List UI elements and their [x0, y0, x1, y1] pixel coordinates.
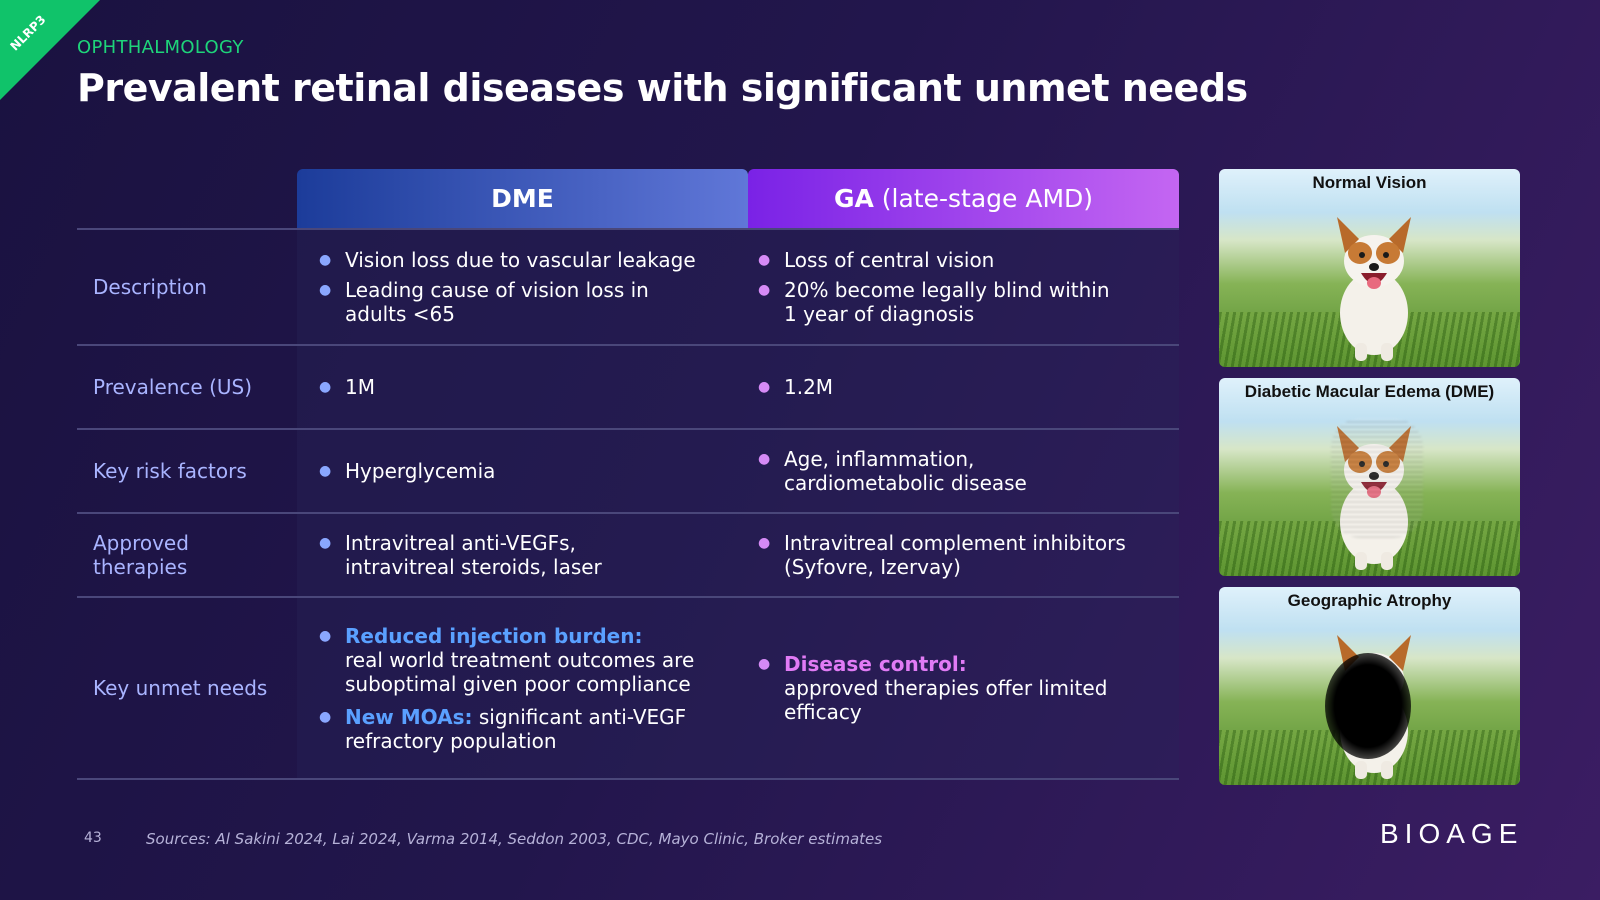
image-caption: Normal Vision [1312, 173, 1427, 192]
item-text: Vision loss due to vascular leakage [345, 248, 696, 272]
bullet-icon: ● [319, 708, 332, 725]
bullet-icon: ● [319, 535, 332, 551]
bullet-icon: ● [758, 282, 771, 298]
image-caption: Geographic Atrophy [1287, 591, 1452, 610]
cell-dme: ● Vision loss due to vascular leakage ● Le… [297, 230, 748, 344]
item-text: 20% become legally blind within 1 year o… [784, 278, 1110, 326]
header-spacer [77, 169, 297, 228]
item-text: Hyperglycemia [345, 459, 496, 483]
bullet-icon: ● [319, 252, 332, 268]
item-text: Loss of central vision [784, 248, 995, 272]
image-normal-vision: Normal Vision [1219, 169, 1520, 367]
list-item: ● Leading cause of vision loss in adults … [319, 278, 748, 326]
bullet-icon: ● [758, 535, 771, 551]
comparison-table: DME GA (late-stage AMD) Description ● Vis… [77, 169, 1179, 780]
central-dark-spot [1325, 653, 1411, 759]
header-ga-bold: GA [833, 184, 874, 213]
header-ga-rest: (late-stage AMD) [873, 184, 1094, 213]
cell-ga: ● Age, inflammation, cardiometabolic dise… [748, 430, 1179, 512]
bullet-icon: ● [758, 656, 771, 672]
highlight-text: Disease control: [784, 652, 967, 676]
cell-ga: ● Loss of central vision ● 20% become lega… [748, 230, 1179, 344]
corner-ribbon [0, 0, 100, 100]
cell-dme: ● Hyperglycemia [297, 430, 748, 512]
item-text: Intravitreal anti-VEGFs, intravitreal st… [345, 531, 602, 579]
cell-dme: ● 1M [297, 346, 748, 428]
bullet-icon: ● [758, 252, 771, 268]
bullet-icon: ● [758, 451, 771, 467]
row-label: Description [93, 275, 207, 299]
list-item: ● Vision loss due to vascular leakage [319, 248, 748, 272]
list-item: ● Intravitreal complement inhibitors (Syf… [758, 531, 1179, 579]
list-item: ● Reduced injection burden: real world t… [319, 624, 748, 696]
header-ga: GA (late-stage AMD) [748, 169, 1179, 228]
image-geographic-atrophy: Geographic Atrophy [1219, 587, 1520, 785]
page-title: Prevalent retinal diseases with signific… [77, 66, 1248, 110]
list-item: ● Intravitreal anti-VEGFs, intravitreal s… [319, 531, 748, 579]
cell-ga: ● 1.2M [748, 346, 1179, 428]
table-row-description: Description ● Vision loss due to vascular… [77, 230, 1179, 346]
distortion-overlay [1331, 418, 1423, 538]
list-item: ● 1M [319, 375, 748, 399]
cell-ga: ● Disease control: approved therapies of… [748, 598, 1179, 778]
bullet-icon: ● [758, 379, 771, 395]
highlight-text: New MOAs: [345, 704, 473, 729]
row-label: Approved therapies [93, 531, 189, 579]
list-item: ● New MOAs: significant anti-VEGF refrac… [319, 705, 748, 753]
header-dme: DME [297, 169, 748, 228]
detail-text: approved therapies offer limited efficac… [784, 676, 1108, 724]
table-row-approved-therapies: Approved therapies ● Intravitreal anti-VE… [77, 514, 1179, 598]
row-label: Key unmet needs [93, 676, 268, 700]
bullet-icon: ● [319, 282, 332, 298]
item-text: Age, inflammation, cardiometabolic disea… [784, 447, 1027, 495]
item-text: Disease control: approved therapies offe… [784, 652, 1124, 724]
table-row-prevalence: Prevalence (US) ● 1M ● 1.2M [77, 346, 1179, 430]
item-text: 1M [345, 375, 375, 399]
vision-image-column: Normal Vision Diabetic Macular Edema (DM… [1219, 169, 1520, 796]
detail-text: significant anti-VEGF refractory populat… [345, 704, 687, 753]
cell-ga: ● Intravitreal complement inhibitors (Syf… [748, 514, 1179, 596]
item-text: Reduced injection burden: real world tre… [345, 624, 715, 696]
sources-note: Sources: Al Sakini 2024, Lai 2024, Varma… [146, 830, 883, 848]
item-text: New MOAs: significant anti-VEGF refracto… [345, 705, 705, 753]
item-text: 1.2M [784, 375, 834, 399]
dog-illustration [1337, 217, 1411, 361]
table-row-risk-factors: Key risk factors ● Hyperglycemia ● Age, in… [77, 430, 1179, 514]
bioage-logo: BIOAGE [1380, 818, 1524, 849]
list-item: ● Hyperglycemia [319, 459, 748, 483]
row-label: Prevalence (US) [93, 375, 253, 399]
list-item: ● Loss of central vision [758, 248, 1179, 272]
list-item: ● 20% become legally blind within 1 year … [758, 278, 1179, 326]
cell-dme: ● Reduced injection burden: real world t… [297, 598, 748, 778]
cell-dme: ● Intravitreal anti-VEGFs, intravitreal s… [297, 514, 748, 596]
detail-text: real world treatment outcomes are subopt… [345, 647, 695, 696]
table-row-unmet-needs: Key unmet needs ● Reduced injection burd… [77, 598, 1179, 780]
bullet-icon: ● [319, 627, 332, 644]
highlight-text: Reduced injection burden: [345, 623, 643, 648]
dog-illustration [1337, 426, 1411, 570]
page-number: 43 [84, 830, 102, 846]
table-header: DME GA (late-stage AMD) [77, 169, 1179, 230]
image-dme: Diabetic Macular Edema (DME) [1219, 378, 1520, 576]
item-text: Intravitreal complement inhibitors (Syfo… [784, 531, 1126, 579]
list-item: ● 1.2M [758, 375, 1179, 399]
row-label: Key risk factors [93, 459, 247, 483]
list-item: ● Disease control: approved therapies of… [758, 652, 1179, 724]
section-eyebrow: OPHTHALMOLOGY [77, 37, 244, 58]
bullet-icon: ● [319, 463, 332, 479]
bullet-icon: ● [319, 379, 332, 395]
list-item: ● Age, inflammation, cardiometabolic dise… [758, 447, 1179, 495]
item-text: Leading cause of vision loss in adults <… [345, 278, 649, 326]
image-caption: Diabetic Macular Edema (DME) [1244, 382, 1495, 401]
